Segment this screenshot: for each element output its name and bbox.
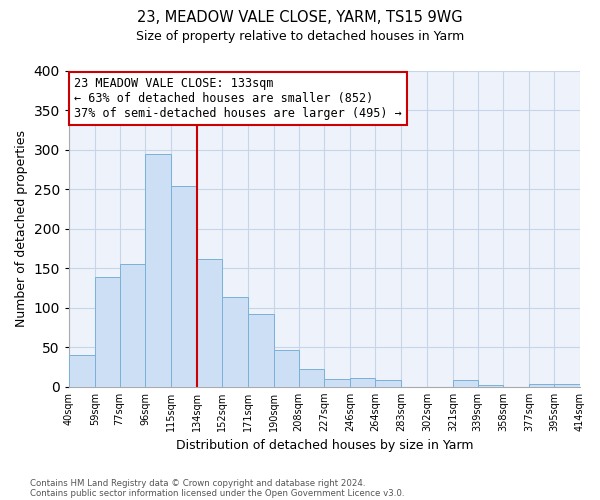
Bar [69, 355, 95, 387]
Text: 23 MEADOW VALE CLOSE: 133sqm
← 63% of detached houses are smaller (852)
37% of s: 23 MEADOW VALE CLOSE: 133sqm ← 63% of de… [74, 77, 402, 120]
Bar [375, 380, 401, 387]
Bar [119, 264, 145, 387]
Bar [95, 277, 119, 387]
Bar [529, 384, 554, 387]
Text: Size of property relative to detached houses in Yarm: Size of property relative to detached ho… [136, 30, 464, 43]
Bar [172, 186, 197, 387]
Text: Contains HM Land Registry data © Crown copyright and database right 2024.: Contains HM Land Registry data © Crown c… [30, 478, 365, 488]
Text: 23, MEADOW VALE CLOSE, YARM, TS15 9WG: 23, MEADOW VALE CLOSE, YARM, TS15 9WG [137, 10, 463, 25]
Bar [197, 260, 222, 387]
Bar [222, 298, 248, 387]
Y-axis label: Number of detached properties: Number of detached properties [15, 130, 28, 327]
Bar [248, 314, 274, 387]
Bar [274, 350, 299, 387]
Text: Contains public sector information licensed under the Open Government Licence v3: Contains public sector information licen… [30, 488, 404, 498]
Bar [145, 154, 172, 387]
Bar [350, 378, 375, 387]
Bar [299, 370, 325, 387]
Bar [453, 380, 478, 387]
Bar [554, 384, 580, 387]
Bar [478, 385, 503, 387]
X-axis label: Distribution of detached houses by size in Yarm: Distribution of detached houses by size … [176, 440, 473, 452]
Bar [325, 379, 350, 387]
